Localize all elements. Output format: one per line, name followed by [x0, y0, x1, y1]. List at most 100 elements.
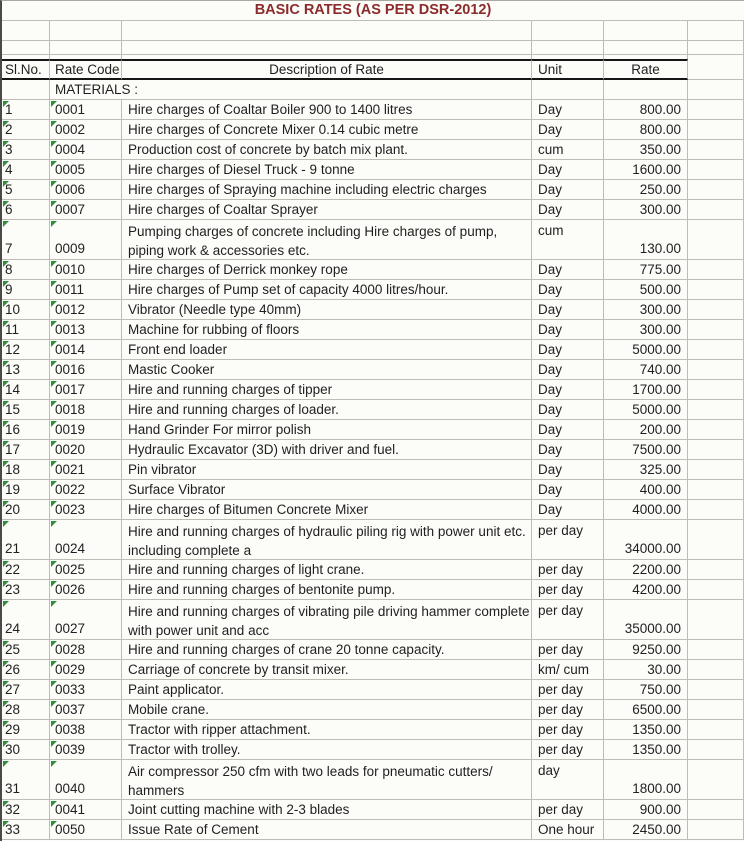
unit-cell[interactable]: cum: [532, 220, 604, 260]
unit-cell[interactable]: Day: [532, 120, 604, 140]
rate-cell[interactable]: 34000.00: [604, 520, 688, 560]
rate-cell[interactable]: 2200.00: [604, 560, 688, 580]
unit-cell[interactable]: per day: [532, 740, 604, 760]
empty-cell[interactable]: [2, 21, 50, 41]
sl-no-cell[interactable]: 5: [2, 180, 50, 200]
unit-cell[interactable]: per day: [532, 700, 604, 720]
description-cell[interactable]: Hire charges of Derrick monkey rope: [122, 260, 532, 280]
description-cell[interactable]: Hire charges of Coaltar Sprayer: [122, 200, 532, 220]
sl-no-cell[interactable]: 27: [2, 680, 50, 700]
description-cell[interactable]: Front end loader: [122, 340, 532, 360]
rate-code-cell[interactable]: 0001: [50, 100, 122, 120]
sl-no-cell[interactable]: 21: [2, 520, 50, 560]
sl-no-cell[interactable]: 15: [2, 400, 50, 420]
rate-code-cell[interactable]: 0012: [50, 300, 122, 320]
rate-cell[interactable]: 1350.00: [604, 720, 688, 740]
unit-cell[interactable]: cum: [532, 140, 604, 160]
rate-cell[interactable]: 1350.00: [604, 740, 688, 760]
rate-code-cell[interactable]: 0011: [50, 280, 122, 300]
sl-no-cell[interactable]: 22: [2, 560, 50, 580]
empty-cell[interactable]: [688, 420, 744, 440]
rate-code-cell[interactable]: 0029: [50, 660, 122, 680]
rate-code-cell[interactable]: 0007: [50, 200, 122, 220]
header-description[interactable]: Description of Rate: [122, 59, 532, 80]
sl-no-cell[interactable]: 32: [2, 800, 50, 820]
unit-cell[interactable]: per day: [532, 720, 604, 740]
rate-code-cell[interactable]: 0033: [50, 680, 122, 700]
sl-no-cell[interactable]: 26: [2, 660, 50, 680]
empty-cell[interactable]: [688, 380, 744, 400]
description-cell[interactable]: Surface Vibrator: [122, 480, 532, 500]
sl-no-cell[interactable]: 29: [2, 720, 50, 740]
empty-cell[interactable]: [688, 700, 744, 720]
sl-no-cell[interactable]: 31: [2, 760, 50, 800]
description-cell[interactable]: Hand Grinder For mirror polish: [122, 420, 532, 440]
section-label[interactable]: MATERIALS :: [50, 80, 532, 100]
unit-cell[interactable]: Day: [532, 100, 604, 120]
sl-no-cell[interactable]: 1: [2, 100, 50, 120]
header-rate-code[interactable]: Rate Code: [50, 59, 122, 80]
empty-cell[interactable]: [688, 740, 744, 760]
sl-no-cell[interactable]: 16: [2, 420, 50, 440]
sl-no-cell[interactable]: 13: [2, 360, 50, 380]
empty-cell[interactable]: [122, 21, 532, 41]
empty-cell[interactable]: [688, 580, 744, 600]
rate-code-cell[interactable]: 0037: [50, 700, 122, 720]
empty-cell[interactable]: [2, 80, 50, 100]
description-cell[interactable]: Air compressor 250 cfm with two leads fo…: [122, 760, 532, 800]
empty-cell[interactable]: [688, 320, 744, 340]
unit-cell[interactable]: One hour: [532, 820, 604, 840]
rate-cell[interactable]: 350.00: [604, 140, 688, 160]
rate-code-cell[interactable]: 0004: [50, 140, 122, 160]
empty-cell[interactable]: [688, 820, 744, 840]
rate-cell[interactable]: 300.00: [604, 200, 688, 220]
empty-cell[interactable]: [688, 660, 744, 680]
rate-code-cell[interactable]: 0022: [50, 480, 122, 500]
sl-no-cell[interactable]: 18: [2, 460, 50, 480]
description-cell[interactable]: Tractor with trolley.: [122, 740, 532, 760]
rate-cell[interactable]: 200.00: [604, 420, 688, 440]
unit-cell[interactable]: per day: [532, 680, 604, 700]
unit-cell[interactable]: Day: [532, 480, 604, 500]
description-cell[interactable]: Hire charges of Bitumen Concrete Mixer: [122, 500, 532, 520]
description-cell[interactable]: Pin vibrator: [122, 460, 532, 480]
sl-no-cell[interactable]: 25: [2, 640, 50, 660]
description-cell[interactable]: Machine for rubbing of floors: [122, 320, 532, 340]
sl-no-cell[interactable]: 2: [2, 120, 50, 140]
sl-no-cell[interactable]: 7: [2, 220, 50, 260]
rate-cell[interactable]: 4200.00: [604, 580, 688, 600]
empty-cell[interactable]: [688, 300, 744, 320]
description-cell[interactable]: Hire and running charges of crane 20 ton…: [122, 640, 532, 660]
rate-code-cell[interactable]: 0019: [50, 420, 122, 440]
unit-cell[interactable]: Day: [532, 440, 604, 460]
unit-cell[interactable]: Day: [532, 460, 604, 480]
empty-cell[interactable]: [688, 41, 744, 55]
empty-cell[interactable]: [688, 280, 744, 300]
empty-cell[interactable]: [688, 200, 744, 220]
unit-cell[interactable]: Day: [532, 300, 604, 320]
empty-cell[interactable]: [50, 21, 122, 41]
sl-no-cell[interactable]: 24: [2, 600, 50, 640]
empty-cell[interactable]: [688, 460, 744, 480]
rate-cell[interactable]: 7500.00: [604, 440, 688, 460]
empty-cell[interactable]: [688, 180, 744, 200]
rate-code-cell[interactable]: 0027: [50, 600, 122, 640]
rate-code-cell[interactable]: 0017: [50, 380, 122, 400]
rate-cell[interactable]: 4000.00: [604, 500, 688, 520]
sl-no-cell[interactable]: 12: [2, 340, 50, 360]
rate-code-cell[interactable]: 0050: [50, 820, 122, 840]
rate-cell[interactable]: 1800.00: [604, 760, 688, 800]
rate-code-cell[interactable]: 0040: [50, 760, 122, 800]
description-cell[interactable]: Hire charges of Coaltar Boiler 900 to 14…: [122, 100, 532, 120]
sl-no-cell[interactable]: 30: [2, 740, 50, 760]
unit-cell[interactable]: Day: [532, 340, 604, 360]
unit-cell[interactable]: Day: [532, 500, 604, 520]
rate-code-cell[interactable]: 0026: [50, 580, 122, 600]
rate-code-cell[interactable]: 0020: [50, 440, 122, 460]
empty-cell[interactable]: [688, 120, 744, 140]
rate-cell[interactable]: 900.00: [604, 800, 688, 820]
sl-no-cell[interactable]: 23: [2, 580, 50, 600]
description-cell[interactable]: Pumping charges of concrete including Hi…: [122, 220, 532, 260]
unit-cell[interactable]: per day: [532, 640, 604, 660]
rate-code-cell[interactable]: 0025: [50, 560, 122, 580]
